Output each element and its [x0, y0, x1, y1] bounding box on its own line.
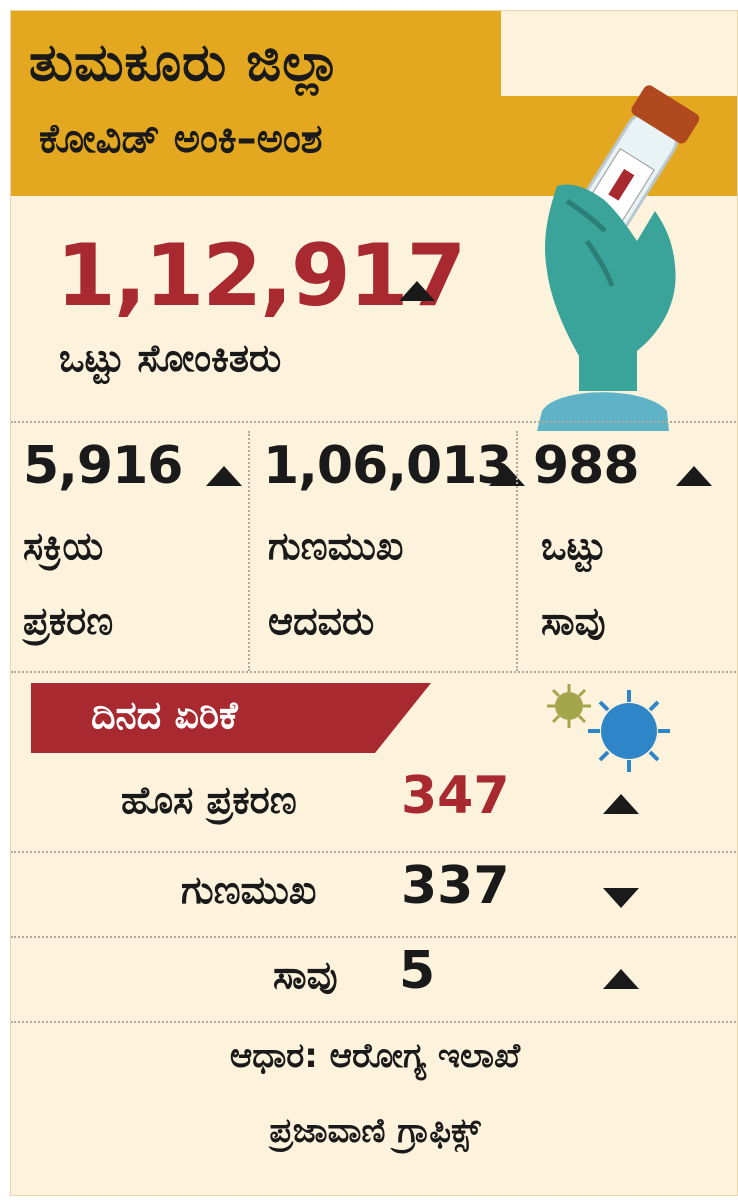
- daily-row-label: ಗುಣಮುಖ: [181, 868, 317, 912]
- total-trend-up-icon: [399, 281, 435, 301]
- stat-trend-up-icon: [489, 466, 525, 486]
- daily-trend-up-icon: [603, 794, 639, 814]
- divider: [11, 936, 737, 938]
- stat-label-line2: ಪ್ರಕರಣ: [23, 599, 114, 643]
- covid-stats-card: ತುಮಕೂರು ಜಿಲ್ಲಾ ಕೋವಿಡ್ ಅಂಕಿ–ಅಂಶ 1,12,917 …: [10, 10, 738, 1196]
- stat-value: 5,916: [23, 436, 183, 496]
- daily-row-label: ಸಾವು: [273, 953, 338, 997]
- stat-trend-up-icon: [206, 466, 242, 486]
- divider: [11, 1021, 737, 1023]
- total-infected-value: 1,12,917: [56, 226, 466, 326]
- stat-value: 988: [533, 436, 640, 496]
- column-divider: [248, 431, 250, 671]
- district-title: ತುಮಕೂರು ಜಿಲ್ಲಾ: [29, 33, 342, 93]
- virus-icon: [547, 684, 670, 772]
- divider: [11, 851, 737, 853]
- total-infected-label: ಒಟ್ಟು ಸೋಂಕಿತರು: [59, 336, 282, 380]
- test-tube-hand-illustration: [537, 85, 700, 431]
- daily-row-recovered: ಗುಣಮುಖ 337: [11, 856, 737, 936]
- daily-row-value: 5: [399, 941, 436, 1001]
- divider: [11, 421, 737, 423]
- stat-label-line1: ಒಟ್ಟು: [541, 524, 607, 568]
- source-text: ಆಧಾರ: ಆರೋಗ್ಯ ಇಲಾಖೆ: [229, 1036, 521, 1076]
- daily-increase-banner: ದಿನದ ಏರಿಕೆ: [31, 683, 431, 753]
- stat-value: 1,06,013: [263, 436, 513, 496]
- daily-trend-down-icon: [603, 888, 639, 908]
- stat-label-line2: ಸಾವು: [541, 599, 606, 643]
- stat-label-line1: ಸಕ್ರಿಯ: [23, 524, 104, 568]
- column-divider: [516, 431, 518, 671]
- daily-row-new-cases: ಹೊಸ ಪ್ರಕರಣ 347: [11, 766, 737, 846]
- stat-trend-up-icon: [676, 466, 712, 486]
- header-banner: ತುಮಕೂರು ಜಿಲ್ಲಾ ಕೋವಿಡ್ ಅಂಕಿ–ಅಂಶ: [11, 11, 501, 196]
- stat-label-line1: ಗುಣಮುಖ: [268, 524, 404, 568]
- covid-subtitle: ಕೋವಿಡ್ ಅಂಕಿ–ಅಂಶ: [39, 116, 323, 162]
- stat-label-line2: ಆದವರು: [268, 599, 375, 643]
- divider: [11, 671, 737, 673]
- daily-row-deaths: ಸಾವು 5: [11, 941, 737, 1021]
- daily-trend-up-icon: [603, 969, 639, 989]
- daily-row-value: 347: [401, 766, 510, 826]
- daily-row-label: ಹೊಸ ಪ್ರಕರಣ: [121, 778, 297, 822]
- daily-increase-title: ದಿನದ ಏರಿಕೆ: [91, 693, 238, 737]
- daily-row-value: 337: [401, 856, 510, 916]
- credit-text: ಪ್ರಜಾವಾಣಿ ಗ್ರಾಫಿಕ್ಸ್: [269, 1111, 481, 1151]
